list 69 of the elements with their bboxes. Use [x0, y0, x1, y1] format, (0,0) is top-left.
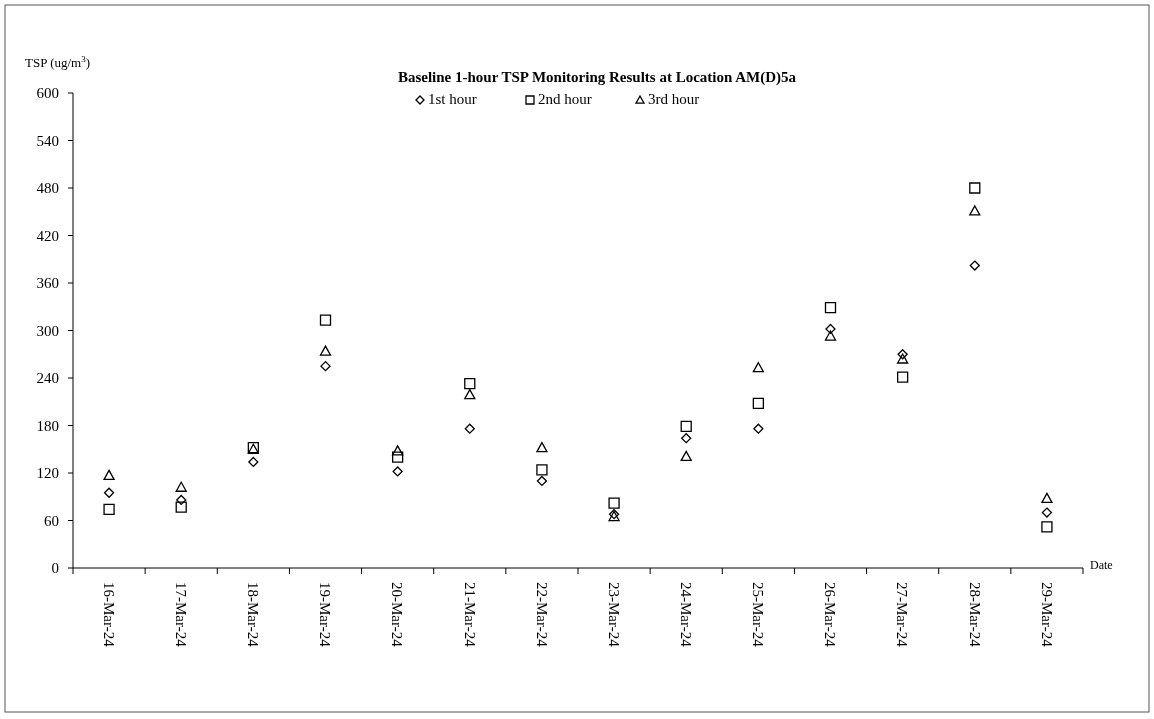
y-tick-label: 360 [36, 275, 59, 292]
x-tick-label: 24-Mar-24 [677, 582, 694, 648]
x-tick-label: 16-Mar-24 [100, 582, 117, 648]
chart-title: Baseline 1-hour TSP Monitoring Results at Location AM(D)5a [397, 69, 797, 86]
point [1041, 521, 1053, 533]
point [753, 423, 764, 434]
point [969, 260, 980, 271]
x-tick-label: 27-Mar-24 [894, 582, 911, 648]
point [176, 494, 187, 506]
y-tick-label: 240 [36, 370, 59, 387]
point [464, 388, 476, 400]
x-tick-label: 21-Mar-24 [461, 582, 478, 648]
y-tick-label: 420 [36, 227, 59, 244]
point [608, 497, 620, 509]
x-axis-title: Date [1090, 558, 1113, 572]
point [969, 182, 981, 194]
x-tick-label: 18-Mar-24 [245, 582, 262, 648]
point [824, 301, 837, 314]
point [103, 469, 115, 481]
x-tick-label: 17-Mar-24 [172, 582, 189, 648]
point [464, 423, 475, 434]
x-tick-label: 28-Mar-24 [966, 582, 983, 648]
point [320, 360, 331, 372]
point [175, 481, 187, 492]
point [175, 501, 187, 513]
x-tick-label: 23-Mar-24 [605, 582, 622, 648]
x-tick-label: 22-Mar-24 [533, 582, 550, 648]
y-tick-label: 300 [36, 322, 59, 339]
x-tick-label: 19-Mar-24 [317, 582, 334, 648]
point [464, 377, 476, 390]
x-tick-label: 29-Mar-24 [1038, 582, 1055, 648]
point [680, 420, 692, 432]
y-tick-label: 480 [36, 180, 59, 197]
point [752, 397, 765, 409]
point [752, 362, 765, 373]
point [319, 345, 332, 356]
y-tick-label: 60 [44, 512, 59, 529]
point [391, 451, 404, 463]
y-tick-label: 0 [51, 560, 59, 577]
x-tick-label: 20-Mar-24 [389, 582, 406, 648]
point [680, 450, 692, 462]
legend-label: 1st hour [428, 91, 477, 107]
point [103, 503, 115, 516]
point [897, 349, 908, 360]
y-tick-label: 540 [36, 132, 59, 149]
point [1041, 492, 1053, 503]
point [825, 323, 836, 335]
point [391, 445, 404, 456]
point [536, 442, 548, 453]
point [536, 475, 548, 487]
legend-label: 2nd hour [538, 91, 592, 107]
point [896, 371, 909, 383]
point [681, 433, 692, 444]
y-tick-label: 120 [36, 465, 59, 482]
y-tick-label: 600 [36, 85, 59, 102]
point [536, 464, 548, 476]
x-tick-label: 25-Mar-24 [750, 582, 767, 648]
point [896, 353, 909, 364]
point [319, 314, 332, 326]
point [1041, 507, 1053, 518]
point [824, 330, 837, 341]
point [103, 487, 115, 498]
x-tick-label: 26-Mar-24 [822, 582, 839, 648]
y-tick-label: 180 [36, 417, 59, 434]
point [248, 456, 259, 468]
y-axis-title: TSP (ug/m$^{3}$) [25, 54, 91, 70]
point [392, 466, 403, 477]
legend-label: 3rd hour [648, 91, 700, 107]
point [969, 205, 981, 216]
